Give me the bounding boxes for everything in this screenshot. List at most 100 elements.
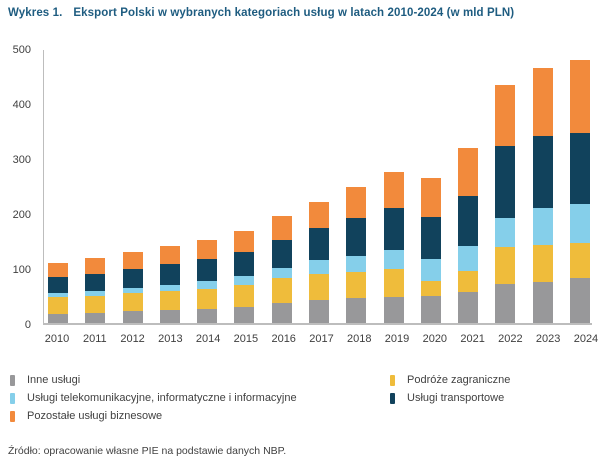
bar-segment (346, 271, 367, 299)
legend-item: Usługi transportowe (390, 389, 510, 407)
y-tick-label: 100 (12, 264, 31, 276)
x-tick-text: 2024 (573, 333, 599, 345)
x-tick-text: 2014 (195, 333, 221, 345)
x-tick-text: 2015 (233, 333, 259, 345)
legend-item: Podróże zagraniczne (390, 371, 510, 389)
bar-segment (159, 264, 180, 285)
x-tick-text: 2013 (158, 333, 183, 345)
bar-segment (420, 296, 441, 323)
bar-segment (458, 148, 479, 196)
bars-container (48, 50, 590, 323)
bar-segment (420, 216, 441, 259)
plot-area (43, 50, 592, 325)
bar-segment (122, 293, 143, 312)
bar-segment (308, 300, 329, 323)
x-tick-label: 2023 (535, 333, 561, 345)
bar-segment (197, 288, 218, 309)
bar-segment (532, 208, 553, 245)
x-tick-label: 2018 (347, 333, 372, 345)
y-tick-label: 300 (12, 154, 31, 166)
bar-segment (122, 251, 143, 270)
x-tick-label: 2011 (83, 333, 107, 345)
y-tick-label: 200 (12, 209, 31, 221)
bar-segment (159, 246, 180, 265)
bar-2019 (383, 172, 404, 323)
bar-segment (458, 270, 479, 292)
x-axis: 2010 2011 2012 2013 2014 2015 2016 2017 2018 2019… (44, 333, 599, 345)
legend-swatch-icon (390, 374, 395, 386)
bar-segment (234, 284, 255, 307)
bar-2022 (495, 85, 516, 323)
bar-segment (420, 178, 441, 217)
bar-segment (159, 284, 180, 292)
legend-label: Pozostałe usługi biznesowe (27, 410, 163, 422)
bar-2011 (85, 257, 106, 323)
x-tick-label: 2013 (158, 333, 183, 345)
bar-2017 (308, 202, 329, 323)
bar-segment (48, 313, 68, 323)
x-tick-label: 2014 (195, 333, 221, 345)
bar-segment (271, 302, 292, 323)
bar-segment (569, 242, 590, 278)
bar-segment (383, 208, 404, 250)
y-tick-label: 400 (12, 99, 31, 111)
x-tick-label: 2019 (384, 333, 410, 345)
x-tick-text: 2018 (347, 333, 372, 345)
bar-segment (346, 256, 367, 272)
bar-2020 (420, 178, 441, 323)
x-tick-text: 2016 (271, 333, 296, 345)
bar-segment (234, 230, 255, 253)
bar-segment (234, 306, 255, 323)
legend-label: Usługi transportowe (407, 392, 505, 404)
bar-segment (48, 277, 68, 293)
legend-item: Pozostałe usługi biznesowe (10, 407, 390, 425)
bar-segment (458, 246, 479, 271)
x-tick-text: 2017 (309, 333, 334, 345)
bar-segment (420, 258, 441, 282)
x-tick-label: 2012 (120, 333, 145, 345)
bar-segment (532, 136, 553, 209)
bar-segment (48, 263, 68, 278)
y-tick-label: 500 (12, 44, 31, 56)
bar-segment (532, 281, 553, 323)
bar-segment (85, 295, 106, 313)
chart-title-text: Eksport Polski w wybranych kategoriach u… (73, 7, 515, 19)
bar-segment (569, 277, 590, 323)
legend-item: Inne usługi (10, 371, 390, 389)
bar-segment (122, 311, 143, 323)
bar-segment (569, 60, 590, 133)
x-tick-text: 2019 (384, 333, 410, 345)
x-tick-text: 2022 (498, 333, 523, 345)
bar-segment (48, 292, 68, 298)
x-tick-label: 2016 (271, 333, 296, 345)
bar-segment (197, 239, 218, 260)
bar-segment (159, 291, 180, 311)
x-tick-label: 2020 (422, 333, 448, 345)
x-tick-text: 2021 (460, 333, 485, 345)
legend-swatch-icon (390, 392, 395, 404)
source-note: Źródło: opracowanie własne PIE na podsta… (8, 445, 287, 457)
bar-segment (271, 268, 292, 278)
bar-segment (159, 310, 180, 323)
bar-2016 (271, 215, 292, 323)
legend-column: Inne usługi Usługi telekomunikacyjne, inf… (10, 371, 390, 425)
x-tick-label: 2017 (309, 333, 334, 345)
bar-segment (569, 204, 590, 243)
x-tick-text: 2023 (535, 333, 561, 345)
bar-segment (383, 172, 404, 209)
bar-segment (532, 68, 553, 137)
x-tick-text: 2020 (422, 333, 448, 345)
bar-2012 (122, 251, 143, 323)
x-tick-text: 2012 (120, 333, 145, 345)
bar-2021 (458, 148, 479, 323)
legend-label: Podróże zagraniczne (407, 374, 511, 386)
bar-segment (346, 217, 367, 257)
x-tick-text: 2010 (44, 333, 70, 345)
bar-2013 (159, 246, 180, 323)
bar-segment (495, 85, 516, 146)
bar-2010 (48, 263, 68, 323)
bar-segment (383, 297, 404, 323)
bar-segment (420, 281, 441, 297)
chart-title: Wykres 1. Eksport Polski w wybranych kate… (8, 7, 596, 19)
